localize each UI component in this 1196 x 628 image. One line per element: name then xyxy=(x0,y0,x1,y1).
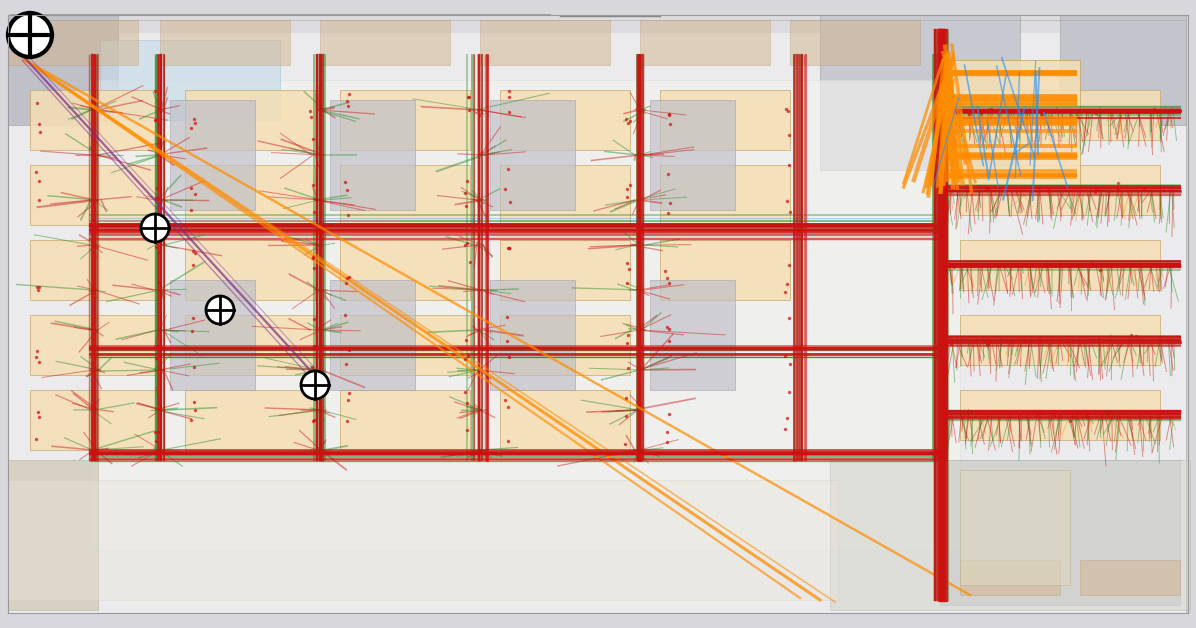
Bar xyxy=(940,60,1080,190)
Bar xyxy=(1060,15,1186,125)
Bar xyxy=(500,165,630,225)
Bar xyxy=(30,390,160,450)
Bar xyxy=(30,90,160,150)
Bar xyxy=(500,240,630,300)
Bar xyxy=(940,460,1180,605)
Circle shape xyxy=(8,13,51,57)
Bar xyxy=(960,560,1060,595)
Circle shape xyxy=(206,296,234,324)
Bar xyxy=(330,100,415,210)
Bar xyxy=(30,240,160,300)
Bar xyxy=(960,90,1160,140)
Bar xyxy=(490,280,575,390)
Bar xyxy=(185,240,315,300)
Bar xyxy=(500,315,630,375)
Bar xyxy=(830,460,1190,610)
Bar xyxy=(8,20,138,65)
Bar xyxy=(649,100,736,210)
Bar xyxy=(960,390,1160,440)
Bar xyxy=(100,40,280,120)
Bar xyxy=(960,165,1160,215)
Bar xyxy=(185,315,315,375)
Bar xyxy=(480,20,610,65)
Bar xyxy=(90,80,960,550)
Bar xyxy=(340,240,470,300)
Bar xyxy=(1080,560,1180,595)
Bar xyxy=(8,15,118,125)
Bar xyxy=(185,165,315,225)
Bar xyxy=(185,390,315,450)
Bar xyxy=(960,315,1160,365)
Bar xyxy=(321,20,450,65)
Bar xyxy=(340,165,470,225)
Bar xyxy=(649,280,736,390)
Bar xyxy=(185,90,315,150)
Bar xyxy=(30,315,160,375)
Bar xyxy=(660,240,791,300)
Bar xyxy=(640,20,770,65)
Bar xyxy=(820,15,1020,170)
Bar xyxy=(340,390,470,450)
Bar xyxy=(500,390,630,450)
Bar xyxy=(660,90,791,150)
Bar xyxy=(330,280,415,390)
Bar xyxy=(791,20,920,65)
Bar xyxy=(960,240,1160,290)
Bar xyxy=(170,280,255,390)
Bar xyxy=(8,480,838,600)
Bar xyxy=(170,100,255,210)
Circle shape xyxy=(301,371,329,399)
Bar xyxy=(8,15,1186,33)
Bar xyxy=(490,100,575,210)
Bar xyxy=(660,165,791,225)
Bar xyxy=(500,90,630,150)
Bar xyxy=(340,90,470,150)
Bar xyxy=(30,165,160,225)
Bar xyxy=(160,20,289,65)
Bar xyxy=(340,315,470,375)
Bar xyxy=(8,460,98,610)
Circle shape xyxy=(141,214,169,242)
Bar xyxy=(960,470,1070,585)
